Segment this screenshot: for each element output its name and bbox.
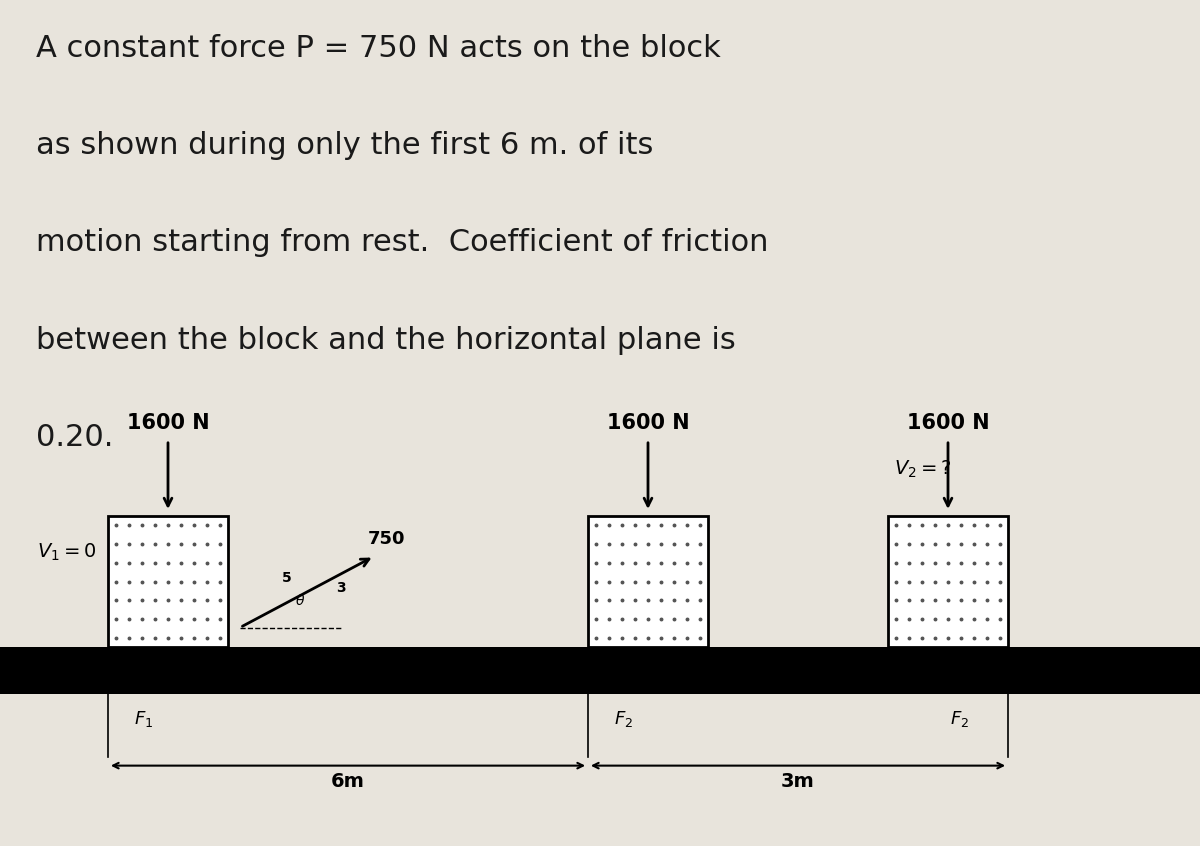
- Text: 0.20.: 0.20.: [36, 423, 113, 452]
- Text: $F_2$: $F_2$: [950, 709, 970, 729]
- Text: 6m: 6m: [331, 772, 365, 791]
- Text: 1600 N: 1600 N: [607, 413, 689, 433]
- Text: B: B: [834, 658, 846, 676]
- Text: motion starting from rest.  Coefficient of friction: motion starting from rest. Coefficient o…: [36, 228, 768, 257]
- Text: $V_2=?$: $V_2=?$: [894, 459, 952, 481]
- Text: A constant force P = 750 N acts on the block: A constant force P = 750 N acts on the b…: [36, 34, 721, 63]
- Bar: [0, 647, 1200, 694]
- Text: 1600 N: 1600 N: [907, 413, 989, 433]
- Text: $\theta$: $\theta$: [295, 593, 306, 608]
- Text: 750: 750: [368, 530, 406, 547]
- Text: 1600 N: 1600 N: [127, 413, 209, 433]
- Text: between the block and the horizontal plane is: between the block and the horizontal pla…: [36, 326, 736, 354]
- Text: A: A: [24, 657, 36, 675]
- Text: as shown during only the first 6 m. of its: as shown during only the first 6 m. of i…: [36, 131, 653, 160]
- Text: 3: 3: [337, 581, 347, 596]
- Bar: [108, 516, 228, 647]
- Text: 4: 4: [282, 649, 292, 662]
- Bar: [588, 516, 708, 647]
- Text: $F_2$: $F_2$: [614, 709, 634, 729]
- Bar: [888, 516, 1008, 647]
- Text: $F_1$: $F_1$: [134, 709, 154, 729]
- Text: $V_1=0$: $V_1=0$: [36, 542, 96, 563]
- Text: 3m: 3m: [781, 772, 815, 791]
- Text: 5: 5: [282, 571, 292, 585]
